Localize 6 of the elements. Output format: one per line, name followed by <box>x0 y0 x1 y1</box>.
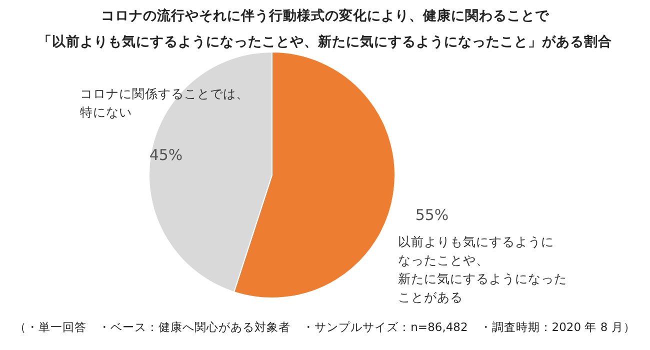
data-label: 45% <box>149 146 183 164</box>
text: （・単一回答 ・ベース：健康へ関心がある対象者 ・サンプルサイズ：n=86,482 ・調査時期：2020 年 8 月） <box>14 320 636 334</box>
slice-label: コロナに関係することでは、特にない <box>80 86 249 120</box>
slice-label: 以前よりも気にするようになったことや、新たに気にするようになったことがある <box>398 234 567 304</box>
chart-title: コロナの流行やそれに伴う行動様式の変化により、健康に関わることで「以前よりも気にするようになったことや、新たに気にするようになったこと」がある割合 <box>38 7 612 50</box>
data-label: 55% <box>415 206 449 224</box>
